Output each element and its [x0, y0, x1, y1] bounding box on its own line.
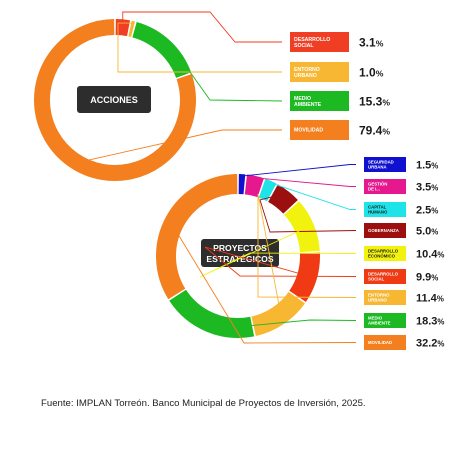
proyectos-slice-medio-ambiente	[169, 289, 255, 338]
proyectos-value-entorno-urbano: 11.4%	[416, 292, 444, 304]
acciones-tag-label-medio-ambiente: MEDIO AMBIENTE	[294, 96, 322, 108]
acciones-value-entorno-urbano: 1.0%	[359, 65, 384, 79]
proyectos-value-capital-humano: 2.5%	[416, 204, 438, 216]
proyectos-slice-gestion-de-i	[244, 174, 264, 198]
proyectos-tag-gestion-de-i	[364, 179, 406, 194]
proyectos-tag-gobernanza	[364, 223, 406, 238]
acciones-tag-label-movilidad: MOVILIDAD	[294, 128, 323, 134]
proyectos-tag-desarrollo-social	[364, 269, 406, 284]
proyectos-value-movilidad: 32.2%	[416, 337, 444, 349]
proyectos-donut-chart: PROYECTOS ESTRATÉGICOS SEGURIDAD URBANA 1.5%…	[156, 157, 444, 350]
proyectos-leader-capital-humano	[270, 182, 356, 210]
acciones-tag-label-entorno-urbano: ENTORNO URBANO	[294, 67, 320, 79]
proyectos-tag-capital-humano	[364, 202, 406, 217]
proyectos-value-desarrollo-economico: 10.4%	[416, 248, 444, 260]
acciones-leader-desarrollo-social	[122, 11, 282, 43]
proyectos-tag-label-desarrollo-social: DESARROLLO SOCIAL	[368, 271, 399, 281]
acciones-center-label: ACCIONES	[90, 95, 138, 105]
acciones-value-desarrollo-social: 3.1%	[359, 35, 384, 49]
acciones-leader-entorno-urbano	[117, 22, 282, 73]
proyectos-tag-label-seguridad-urbana: SEGURIDAD URBANA	[368, 159, 394, 169]
proyectos-value-desarrollo-social: 9.9%	[416, 271, 438, 283]
proyectos-tag-label-medio-ambiente: MEDIO AMBIENTE	[368, 315, 391, 325]
proyectos-value-seguridad-urbana: 1.5%	[416, 159, 438, 171]
proyectos-slice-movilidad	[156, 174, 238, 300]
proyectos-leader-medio-ambiente	[206, 319, 357, 331]
proyectos-tag-label-gestion-de-i: GESTIÓN DE I...	[368, 181, 387, 191]
proyectos-tag-label-entorno-urbano: ENTORNO URBANO	[368, 292, 390, 302]
acciones-slice-medio-ambiente	[132, 21, 192, 79]
acciones-tag-medio-ambiente	[290, 91, 349, 111]
proyectos-leader-desarrollo-economico	[199, 224, 357, 278]
proyectos-tag-entorno-urbano	[364, 290, 406, 305]
proyectos-leader-entorno-urbano	[257, 193, 357, 323]
acciones-tag-desarrollo-social	[290, 32, 349, 52]
acciones-tag-entorno-urbano	[290, 62, 349, 82]
proyectos-value-medio-ambiente: 18.3%	[416, 315, 444, 327]
proyectos-tag-medio-ambiente	[364, 313, 406, 328]
proyectos-tag-label-desarrollo-economico: DESARROLLO ECONÓMICO	[368, 248, 399, 258]
acciones-leader-medio-ambiente	[168, 41, 283, 102]
proyectos-slice-gobernanza	[267, 184, 298, 214]
proyectos-tag-label-gobernanza: GOBERNANZA	[368, 228, 399, 233]
acciones-tag-label-desarrollo-social: DESARROLLO SOCIAL	[294, 37, 330, 49]
proyectos-tag-seguridad-urbana	[364, 157, 406, 172]
proyectos-value-gobernanza: 5.0%	[416, 225, 438, 237]
acciones-value-movilidad: 79.4%	[359, 123, 390, 137]
proyectos-leader-movilidad	[167, 217, 357, 344]
acciones-donut-chart: ACCIONES DESARROLLO SOCIAL 3.1% ENTORNO URBAN…	[34, 11, 390, 181]
proyectos-tag-desarrollo-economico	[364, 246, 406, 261]
proyectos-center-label: PROYECTOS ESTRATÉGICOS	[206, 243, 273, 264]
proyectos-leader-seguridad-urbana	[241, 164, 356, 177]
proyectos-slice-desarrollo-economico	[283, 201, 320, 253]
proyectos-leader-gobernanza	[259, 192, 357, 233]
proyectos-tag-label-capital-humano: CAPITAL HUMANO	[368, 204, 388, 214]
acciones-slice-desarrollo-social	[115, 19, 131, 37]
proyectos-slice-capital-humano	[258, 178, 277, 202]
proyectos-leader-desarrollo-social	[204, 246, 357, 279]
proyectos-tag-label-movilidad: MOVILIDAD	[368, 340, 392, 345]
proyectos-value-gestion-de-i: 3.5%	[416, 181, 438, 193]
proyectos-tag-movilidad	[364, 335, 406, 350]
proyectos-leader-gestion-de-i	[255, 177, 356, 187]
acciones-slice-movilidad	[34, 19, 196, 181]
acciones-center-label-box	[77, 86, 151, 113]
acciones-tag-movilidad	[290, 120, 349, 140]
acciones-value-medio-ambiente: 15.3%	[359, 94, 390, 108]
source-note: Fuente: IMPLAN Torreón. Banco Municipal …	[41, 398, 366, 409]
acciones-leader-movilidad	[69, 129, 282, 165]
acciones-slice-entorno-urbano	[128, 20, 136, 38]
